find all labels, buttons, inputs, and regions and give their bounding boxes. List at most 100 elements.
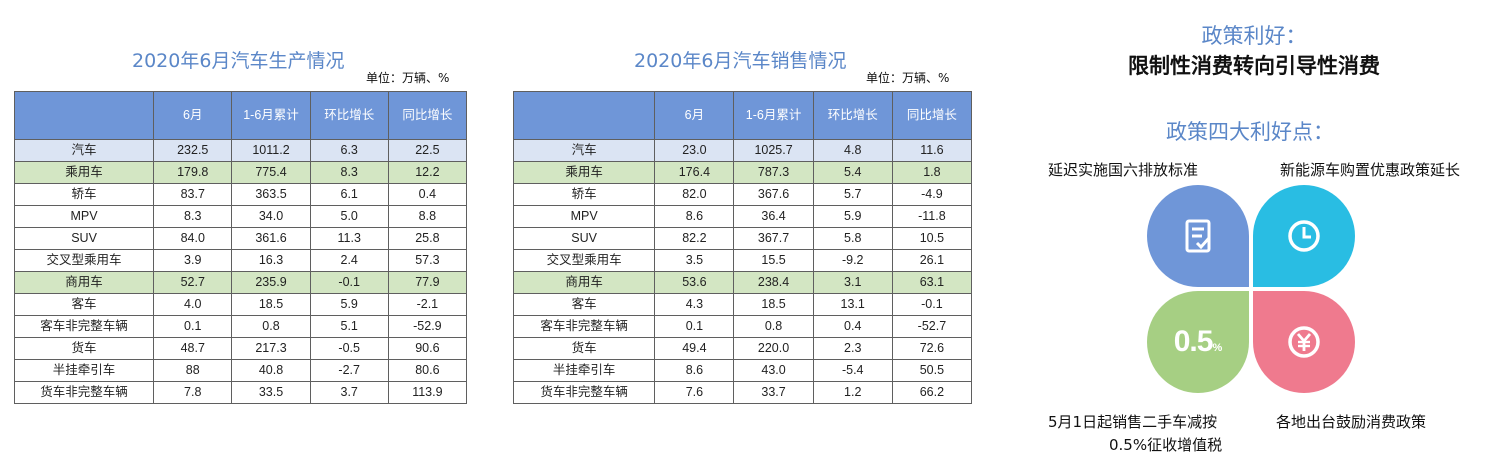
row-label: 货车非完整车辆 [13, 381, 155, 404]
table-cell: 8.6 [654, 359, 735, 382]
table-cell: 5.7 [812, 183, 893, 206]
column-header: 1-6月累计 [733, 91, 814, 140]
table-row: 商用车 52.7 235.9 -0.1 77.9 [13, 271, 468, 294]
table-cell: 80.6 [387, 359, 468, 382]
row-label: 交叉型乘用车 [13, 249, 155, 272]
table-cell: 13.1 [812, 293, 893, 316]
table-cell: -2.7 [309, 359, 389, 382]
table-cell: 176.4 [654, 161, 735, 184]
table-cell: 3.5 [654, 249, 735, 272]
point-bottom-right-label: 各地出台鼓励消费政策 [1276, 413, 1427, 431]
sales-unit: 单位：万辆、% [866, 71, 950, 85]
table-row: MPV 8.6 36.4 5.9 -11.8 [512, 205, 973, 228]
row-label: 客车非完整车辆 [512, 315, 656, 338]
table-cell: 77.9 [387, 271, 468, 294]
percent-badge-icon: 0.5% [1173, 325, 1223, 358]
column-header: 6月 [153, 91, 233, 140]
table-cell: -2.1 [387, 293, 468, 316]
table-cell: 3.9 [153, 249, 233, 272]
table-cell: -4.9 [891, 183, 973, 206]
row-label: SUV [13, 227, 155, 250]
column-header: 同比增长 [891, 91, 973, 140]
sales-table: 6月 1-6月累计 环比增长 同比增长 汽车 23.0 1025.7 4.8 11.6 乘用车 17… [512, 91, 973, 404]
table-cell: -9.2 [812, 249, 893, 272]
column-header: 环比增长 [812, 91, 893, 140]
table-row: 客车 4.0 18.5 5.9 -2.1 [13, 293, 468, 316]
table-row: 货车非完整车辆 7.8 33.5 3.7 113.9 [13, 381, 468, 404]
table-cell: -52.9 [387, 315, 468, 338]
table-row: 客车 4.3 18.5 13.1 -0.1 [512, 293, 973, 316]
table-row: SUV 84.0 361.6 11.3 25.8 [13, 227, 468, 250]
sales-title: 2020年6月汽车销售情况 [634, 50, 847, 72]
table-cell: 0.1 [153, 315, 233, 338]
table-cell: 4.0 [153, 293, 233, 316]
table-cell: 0.8 [231, 315, 311, 338]
table-cell: 52.7 [153, 271, 233, 294]
table-cell: 113.9 [387, 381, 468, 404]
table-cell: 82.0 [654, 183, 735, 206]
policy-subtitle: 限制性消费转向引导性消费 [1128, 54, 1380, 78]
table-row: 交叉型乘用车 3.9 16.3 2.4 57.3 [13, 249, 468, 272]
table-cell: 33.5 [231, 381, 311, 404]
point-bottom-left-label-2: 0.5%征收增值税 [1109, 436, 1223, 454]
table-cell: 3.1 [812, 271, 893, 294]
table-cell: 26.1 [891, 249, 973, 272]
table-row: 货车非完整车辆 7.6 33.7 1.2 66.2 [512, 381, 973, 404]
petal-top-left [1147, 185, 1249, 287]
table-cell: 22.5 [387, 139, 468, 162]
table-cell: 8.3 [309, 161, 389, 184]
table-cell: 48.7 [153, 337, 233, 360]
table-cell: -0.1 [309, 271, 389, 294]
point-bottom-left-label-1: 5月1日起销售二手车减按 [1048, 413, 1218, 431]
table-cell: -52.7 [891, 315, 973, 338]
row-label: MPV [13, 205, 155, 228]
table-row: 商用车 53.6 238.4 3.1 63.1 [512, 271, 973, 294]
table-cell: 179.8 [153, 161, 233, 184]
table-row: 轿车 82.0 367.6 5.7 -4.9 [512, 183, 973, 206]
table-cell: 220.0 [733, 337, 814, 360]
table-cell: 0.4 [387, 183, 468, 206]
row-label: MPV [512, 205, 656, 228]
table-row: 半挂牵引车 88 40.8 -2.7 80.6 [13, 359, 468, 382]
table-cell: 84.0 [153, 227, 233, 250]
table-row: 轿车 83.7 363.5 6.1 0.4 [13, 183, 468, 206]
table-cell: 82.2 [654, 227, 735, 250]
table-row: 货车 49.4 220.0 2.3 72.6 [512, 337, 973, 360]
petal-bottom-right [1253, 291, 1355, 393]
clock-icon [1253, 185, 1355, 287]
row-label: 货车 [13, 337, 155, 360]
table-cell: 367.6 [733, 183, 814, 206]
row-label: 客车 [13, 293, 155, 316]
row-label: 汽车 [512, 139, 656, 162]
table-cell: 33.7 [733, 381, 814, 404]
row-label: 半挂牵引车 [512, 359, 656, 382]
row-label: 客车非完整车辆 [13, 315, 155, 338]
table-cell: 5.9 [309, 293, 389, 316]
table-cell: 0.1 [654, 315, 735, 338]
table-cell: 238.4 [733, 271, 814, 294]
petal-top-right [1253, 185, 1355, 287]
column-header: 环比增长 [309, 91, 389, 140]
table-cell: -0.5 [309, 337, 389, 360]
table-row: 汽车 232.5 1011.2 6.3 22.5 [13, 139, 468, 162]
table-cell: 34.0 [231, 205, 311, 228]
table-cell: 5.0 [309, 205, 389, 228]
yen-coin-icon [1253, 291, 1355, 393]
table-cell: 11.6 [891, 139, 973, 162]
table-cell: 53.6 [654, 271, 735, 294]
table-cell: 8.3 [153, 205, 233, 228]
row-label: 乘用车 [512, 161, 656, 184]
table-row: 客车非完整车辆 0.1 0.8 5.1 -52.9 [13, 315, 468, 338]
table-cell: 5.9 [812, 205, 893, 228]
policy-points-title: 政策四大利好点： [1166, 120, 1334, 144]
table-cell: 1.8 [891, 161, 973, 184]
table-cell: 232.5 [153, 139, 233, 162]
table-row: 汽车 23.0 1025.7 4.8 11.6 [512, 139, 973, 162]
row-label: 商用车 [512, 271, 656, 294]
table-cell: 2.4 [309, 249, 389, 272]
production-table: 6月 1-6月累计 环比增长 同比增长 汽车 232.5 1011.2 6.3 22.5 乘用车 1… [13, 91, 468, 404]
table-cell: 43.0 [733, 359, 814, 382]
column-header: 同比增长 [387, 91, 468, 140]
table-cell: 36.4 [733, 205, 814, 228]
table-cell: 8.8 [387, 205, 468, 228]
